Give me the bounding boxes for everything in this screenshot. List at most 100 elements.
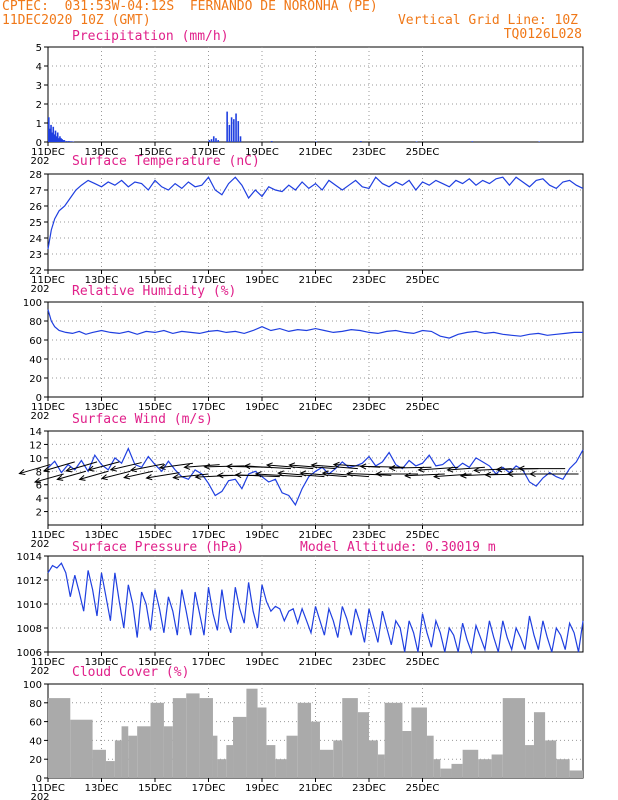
- wind-arrow-shaft: [204, 465, 245, 468]
- y-tick-label: 27: [29, 186, 42, 197]
- wind-arrow-head: [417, 466, 425, 473]
- x-tick-label: 11DEC: [31, 147, 65, 158]
- wind-arrow-head: [203, 463, 211, 470]
- cloud-cover-bar: [502, 698, 526, 778]
- y-tick-label: 22: [29, 266, 42, 277]
- x-tick-label: 11DEC: [31, 402, 65, 413]
- x-tick-label: 13DEC: [85, 530, 119, 541]
- precip-bar: [230, 117, 233, 142]
- cloud-cover-bar: [246, 688, 258, 778]
- cloud-cover-bar: [411, 707, 427, 778]
- precip-bar: [237, 121, 240, 142]
- x-year-label: 202: [30, 792, 49, 800]
- precip-bar: [68, 141, 70, 142]
- x-tick-label: 23DEC: [352, 147, 386, 158]
- x-tick-label: 15DEC: [138, 657, 172, 668]
- wind-arrow-shaft: [173, 473, 209, 479]
- y-tick-label: 5: [36, 43, 42, 54]
- y-tick-label: 40: [29, 355, 42, 366]
- wind-arrow-head: [321, 470, 329, 477]
- y-tick-label: 1012: [17, 576, 42, 587]
- cloud-cover-bar: [545, 740, 557, 778]
- series-line-3: [47, 446, 584, 507]
- x-year-label: 202: [30, 666, 49, 677]
- wind-arrow-head: [495, 466, 503, 473]
- cloud-cover-bar: [369, 740, 378, 778]
- cloud-cover-bar: [121, 726, 129, 778]
- x-tick-label: 21DEC: [299, 530, 333, 541]
- x-tick-label: 15DEC: [138, 275, 172, 286]
- wind-arrow-head: [506, 470, 514, 478]
- wind-arrow-head: [18, 469, 26, 476]
- series-line-4: [47, 562, 584, 655]
- x-tick-label: 13DEC: [85, 783, 119, 794]
- x-tick-label: 11DEC: [31, 657, 65, 668]
- precip-bar: [50, 124, 52, 142]
- y-tick-label: 100: [23, 298, 42, 309]
- y-tick-label: 23: [29, 250, 42, 261]
- x-tick-label: 25DEC: [406, 275, 440, 286]
- wind-arrow-head: [78, 475, 86, 481]
- y-tick-label: 20: [29, 755, 42, 766]
- y-tick-label: 24: [29, 234, 42, 245]
- wind-arrow-head: [359, 463, 367, 470]
- x-tick-label: 17DEC: [192, 147, 226, 158]
- title-temperature: Surface Temperature (nC): [72, 154, 260, 169]
- cloud-cover-bar: [319, 749, 334, 778]
- y-tick-label: 4: [36, 494, 42, 505]
- wind-arrow-shaft: [57, 470, 87, 480]
- wind-arrow-shaft: [184, 464, 220, 468]
- wind-arrow-head: [33, 477, 42, 484]
- wind-arrow-head: [194, 473, 202, 480]
- wind-arrow-head: [109, 465, 117, 472]
- wind-arrow-shaft: [159, 462, 193, 469]
- y-tick-label: 25: [29, 218, 42, 229]
- x-year-label: 202: [30, 411, 49, 422]
- wind-arrow-shaft: [124, 470, 153, 479]
- y-tick-label: 40: [29, 736, 42, 747]
- precip-bar: [65, 141, 68, 142]
- x-tick-label: 17DEC: [192, 657, 226, 668]
- x-tick-label: 13DEC: [85, 147, 119, 158]
- wind-arrow-head: [234, 472, 242, 479]
- x-tick-label: 17DEC: [192, 275, 226, 286]
- y-tick-label: 12: [29, 440, 42, 451]
- x-tick-label: 15DEC: [138, 402, 172, 413]
- precip-bar: [228, 124, 231, 142]
- header-model-id: TQ0126L028: [503, 27, 582, 42]
- wind-arrow-head: [254, 471, 262, 478]
- wind-arrow-head: [375, 470, 382, 478]
- x-tick-label: 21DEC: [299, 275, 333, 286]
- cloud-cover-bar: [163, 726, 173, 778]
- wind-arrow-head: [172, 473, 180, 481]
- cloud-cover-bar: [426, 735, 434, 778]
- wind-arrow-head: [473, 467, 480, 474]
- x-year-label: 202: [30, 156, 49, 167]
- wind-arrow-head: [310, 462, 318, 469]
- precip-bar: [471, 141, 474, 142]
- precip-bar: [58, 138, 60, 142]
- y-tick-label: 2: [36, 508, 42, 519]
- cloud-cover-bar: [491, 754, 503, 778]
- cloud-cover-bar: [257, 707, 267, 778]
- x-tick-label: 15DEC: [138, 147, 172, 158]
- series-line-1: [47, 176, 584, 250]
- wind-arrow-shaft: [130, 463, 165, 471]
- precip-bar: [60, 138, 62, 142]
- y-tick-label: 80: [29, 317, 42, 328]
- cloud-cover-bar: [342, 698, 358, 778]
- wind-arrow-shaft: [235, 474, 280, 478]
- cloud-cover-bar: [556, 759, 570, 778]
- precip-bar: [62, 140, 65, 142]
- precip-bar: [415, 141, 418, 142]
- wind-arrow-head: [332, 461, 340, 468]
- cloud-cover-bar: [150, 702, 164, 778]
- y-tick-label: 26: [29, 202, 42, 213]
- cloud-cover-bar: [357, 712, 369, 778]
- wind-arrow-head: [129, 466, 137, 473]
- y-tick-label: 100: [23, 680, 42, 691]
- wind-arrow-head: [288, 462, 296, 469]
- wind-arrow-shaft: [434, 473, 472, 478]
- cloud-cover-bar: [333, 740, 343, 778]
